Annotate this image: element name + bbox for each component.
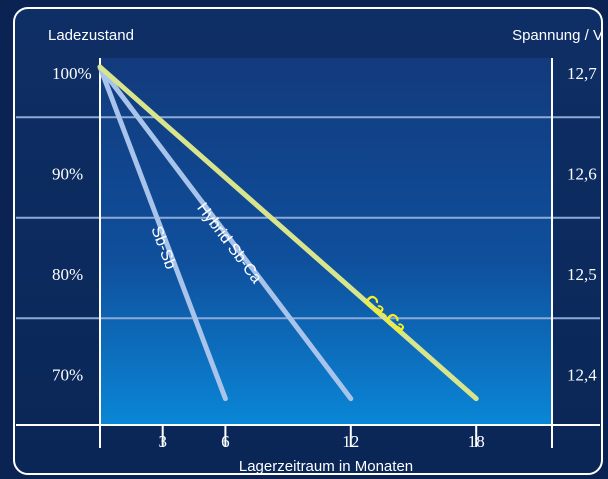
y-left-tick-label: 70%	[52, 366, 83, 385]
y-right-tick-label: 12,6	[567, 165, 597, 184]
y-left-tick-label: 90%	[52, 165, 83, 184]
axes	[16, 58, 600, 448]
x-axis-title: Lagerzeitraum in Monaten	[239, 458, 413, 475]
x-tick-label: 12	[342, 432, 359, 451]
y-right-tick-label: 12,7	[567, 64, 597, 83]
series-line-ca-ca	[97, 64, 479, 402]
series-line-sb-sb	[97, 64, 228, 402]
grid	[16, 116, 600, 320]
x-tick-label: 18	[468, 432, 485, 451]
x-tick-label: 3	[158, 432, 167, 451]
left-axis-title: Ladezustand	[48, 27, 134, 44]
y-left-tick-label: 80%	[52, 265, 83, 284]
series-line-hybrid-sb-ca	[97, 64, 354, 402]
y-left-tick-label: 100%	[52, 64, 92, 83]
y-right-tick-label: 12,4	[567, 366, 597, 385]
right-axis-title: Spannung / V	[512, 27, 603, 44]
y-right-tick-label: 12,5	[567, 265, 597, 284]
series-layer	[97, 64, 479, 402]
x-tick-label: 6	[221, 432, 230, 451]
